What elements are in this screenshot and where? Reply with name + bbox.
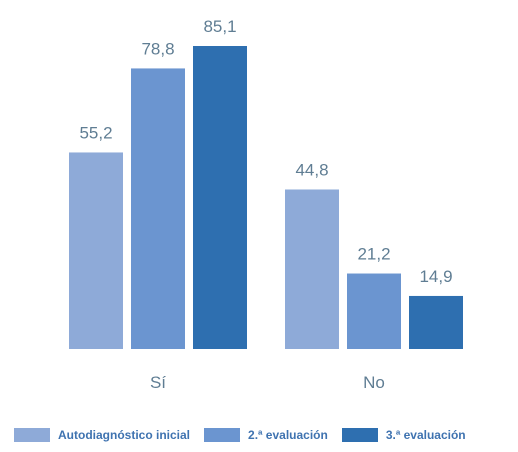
legend-label-segunda-evaluacion: 2.ª evaluación bbox=[248, 428, 328, 442]
legend-swatch-autodiagnostico bbox=[14, 428, 50, 442]
category-label-no: No bbox=[363, 373, 385, 392]
legend-item-segunda-evaluacion: 2.ª evaluación bbox=[204, 428, 328, 442]
bar-si-segunda-evaluacion bbox=[131, 68, 185, 349]
data-label-si-tercera-evaluacion: 85,1 bbox=[203, 17, 236, 36]
legend-label-tercera-evaluacion: 3.ª evaluación bbox=[385, 428, 466, 442]
legend-item-tercera-evaluacion: 3.ª evaluación bbox=[341, 428, 466, 442]
bar-si-tercera-evaluacion bbox=[193, 46, 247, 349]
bar-no-tercera-evaluacion bbox=[409, 295, 463, 349]
data-label-no-tercera-evaluacion: 14,9 bbox=[419, 267, 452, 286]
legend-item-autodiagnostico: Autodiagnóstico inicial bbox=[14, 428, 190, 442]
data-label-no-segunda-evaluacion: 21,2 bbox=[357, 245, 390, 264]
data-label-no-autodiagnostico: 44,8 bbox=[295, 160, 328, 179]
legend-swatch-tercera-evaluacion bbox=[341, 428, 378, 442]
bar-no-segunda-evaluacion bbox=[347, 273, 401, 349]
category-label-si: Sí bbox=[150, 373, 166, 392]
bar-no-autodiagnostico bbox=[285, 189, 339, 349]
legend-swatch-segunda-evaluacion bbox=[204, 428, 241, 442]
legend-label-autodiagnostico: Autodiagnóstico inicial bbox=[58, 428, 191, 442]
bar-si-autodiagnostico bbox=[69, 152, 123, 349]
data-label-si-autodiagnostico: 55,2 bbox=[79, 123, 112, 142]
legend: Autodiagnóstico inicial 2.ª evaluación 3… bbox=[14, 428, 466, 442]
data-label-si-segunda-evaluacion: 78,8 bbox=[141, 39, 174, 58]
